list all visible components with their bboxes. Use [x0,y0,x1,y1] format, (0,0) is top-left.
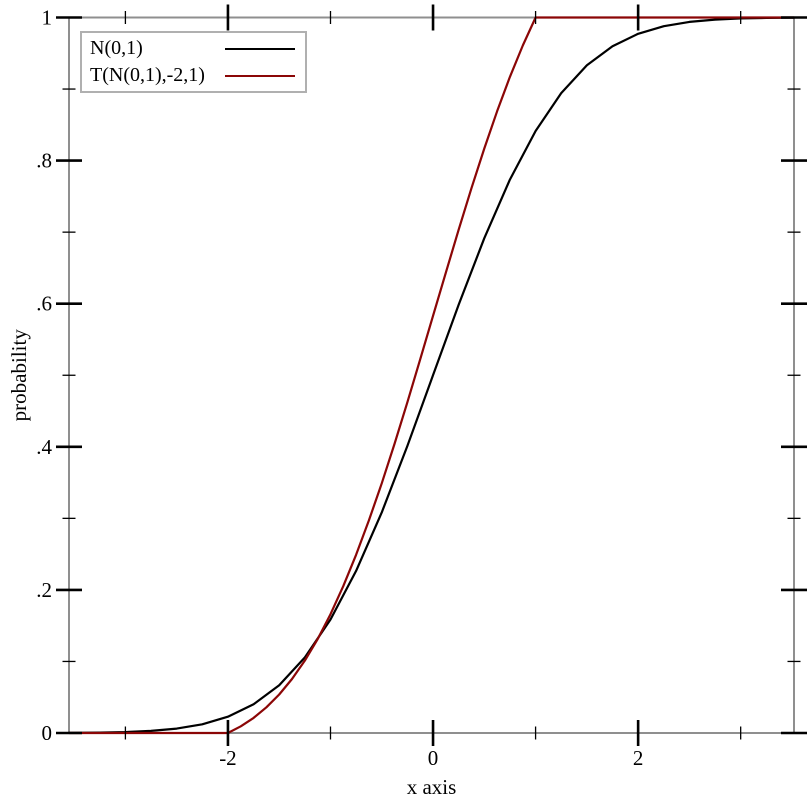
y-tick-label: .2 [36,578,52,602]
legend-item: T(N(0,1),-2,1) [82,64,305,87]
legend-item: N(0,1) [82,37,305,60]
legend-line-swatch [225,74,295,77]
legend-label: N(0,1) [90,37,143,59]
series-line-1 [67,16,796,735]
axis-frame [68,16,795,734]
y-tick-label: 0 [42,721,53,745]
x-tick-label: 2 [633,746,644,770]
legend-line-swatch [225,47,295,50]
y-tick-label: 1 [42,6,53,30]
x-tick-label: 0 [428,746,439,770]
x-tick-label: -2 [219,746,237,770]
y-tick-label: .8 [36,149,52,173]
series-line-0 [67,16,796,735]
legend: N(0,1) T(N(0,1),-2,1) [80,31,307,93]
x-axis-label: x axis [407,775,457,799]
legend-label: T(N(0,1),-2,1) [90,64,205,86]
y-tick-label: .4 [36,435,52,459]
y-axis-label: probability [7,329,31,422]
y-tick-label: .6 [36,292,52,316]
